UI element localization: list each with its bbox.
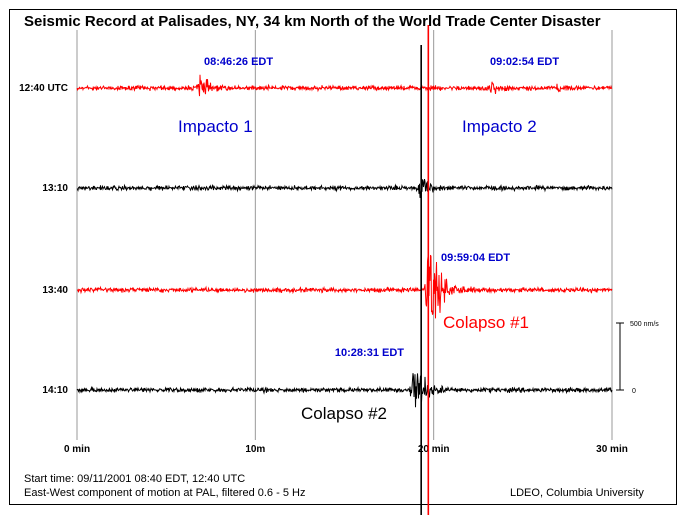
x-tick-label: 10m bbox=[245, 444, 265, 455]
event-name-label: Colapso #2 bbox=[301, 404, 387, 423]
start-time-note: Start time: 09/11/2001 08:40 EDT, 12:40 … bbox=[24, 473, 246, 485]
seismic-trace bbox=[77, 254, 613, 319]
event-name-label: Colapso #1 bbox=[443, 313, 529, 332]
trace-start-label: 13:40 bbox=[42, 285, 68, 296]
event-time-label: 09:59:04 EDT bbox=[441, 252, 510, 264]
credit-note: LDEO, Columbia University bbox=[510, 487, 644, 499]
seismic-trace bbox=[76, 373, 613, 408]
figure-frame bbox=[9, 9, 677, 505]
event-name-label: Impacto 1 bbox=[178, 117, 253, 136]
trace-start-label: 12:40 UTC bbox=[19, 83, 68, 94]
event-time-label: 10:28:31 EDT bbox=[335, 347, 404, 359]
event-name-label: Impacto 2 bbox=[462, 117, 537, 136]
labels: 12:40 UTC 13:10 13:40 14:10 08:46:26 EDT Impa… bbox=[19, 56, 559, 423]
component-note: East-West component of motion at PAL, fi… bbox=[24, 487, 306, 499]
seismic-trace bbox=[76, 74, 613, 97]
event-time-label: 09:02:54 EDT bbox=[490, 56, 559, 68]
event-time-label: 08:46:26 EDT bbox=[204, 56, 273, 68]
x-tick-label: 30 min bbox=[596, 444, 628, 455]
x-tick-label: 0 min bbox=[64, 444, 90, 455]
scale-top-label: 500 nm/s bbox=[630, 321, 659, 328]
chart-title: Seismic Record at Palisades, NY, 34 km N… bbox=[24, 13, 601, 30]
traces bbox=[76, 25, 613, 515]
seismic-trace bbox=[76, 179, 613, 198]
trace-start-label: 14:10 bbox=[42, 385, 68, 396]
amplitude-scale: 500 nm/s 0 bbox=[616, 321, 659, 395]
trace-start-label: 13:10 bbox=[42, 183, 68, 194]
x-tick-label: 20 min bbox=[418, 444, 450, 455]
scale-bottom-label: 0 bbox=[632, 388, 636, 395]
grid: 0 min 10m 20 min 30 min bbox=[64, 30, 628, 455]
